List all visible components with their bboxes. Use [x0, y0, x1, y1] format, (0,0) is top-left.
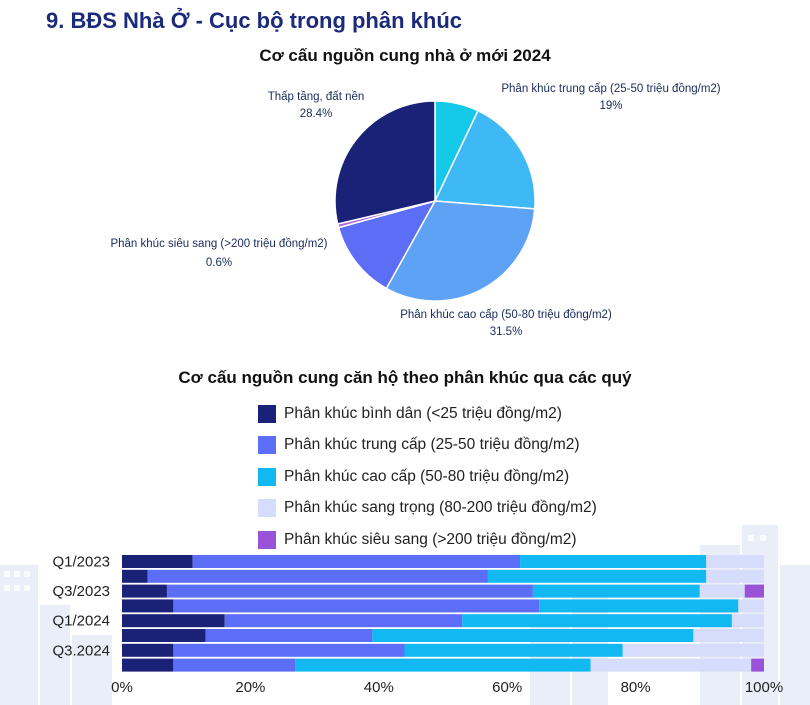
bar-segment-row3-cao_cap: [539, 599, 739, 613]
bar-segment-row5-cao_cap: [372, 629, 694, 642]
pie-labels: Thấp tầng, đất nền 28.4% Phân khúc trung…: [110, 83, 720, 338]
bar-segment-row5-trung_cap: [205, 629, 373, 642]
legend-item-binh-dan: Phân khúc bình dân (<25 triệu đồng/m2): [258, 398, 597, 430]
bar-segment-row1-trung_cap: [147, 569, 488, 583]
bar-segment-row1-sang_trong: [706, 569, 764, 583]
bar-segment-row0-binh_dan: [122, 555, 193, 568]
bar-segment-row0-sang_trong: [706, 555, 764, 568]
bar-segment-row4-binh_dan: [122, 614, 225, 628]
pie-label-sieu-sang: Phân khúc siêu sang (>200 triệu đồng/m2): [110, 238, 327, 250]
bar-segment-row3-binh_dan: [122, 599, 174, 613]
x-tick-label-0: 0%: [111, 679, 133, 696]
bar-segment-row6-binh_dan: [122, 643, 174, 657]
pie-slice-3: [337, 199, 437, 290]
bar-segment-row2-sang_trong: [699, 584, 745, 598]
bar-chart-legend: Phân khúc bình dân (<25 triệu đồng/m2) P…: [258, 398, 597, 556]
legend-label-sieu-sang: Phân khúc siêu sang (>200 triệu đồng/m2): [284, 530, 577, 548]
pie-label-trung-cap: Phân khúc trung cấp (25-50 triệu đồng/m2…: [501, 83, 720, 95]
bar-segment-row1-cao_cap: [487, 569, 707, 583]
pie-slice-1: [433, 109, 536, 210]
legend-item-sang-trong: Phân khúc sang trọng (80-200 triệu đồng/…: [258, 493, 597, 525]
x-tick-label-5: 100%: [745, 679, 783, 696]
legend-swatch-trung-cap: [258, 436, 276, 455]
bar-segment-row7-binh_dan: [122, 658, 174, 672]
page-title: 9. BĐS Nhà Ở - Cục bộ trong phân khúc: [46, 8, 463, 33]
category-label-0: Q1/2023: [52, 554, 110, 571]
category-label-4: Q1/2024: [52, 613, 110, 630]
bar-segment-row3-sang_trong: [738, 599, 764, 613]
bar-segment-row0-trung_cap: [192, 555, 521, 568]
bar-segment-row4-sang_trong: [731, 614, 764, 628]
x-axis-ticks: 0% 20% 40% 60% 80% 100%: [111, 679, 783, 696]
pie-chart: Thấp tầng, đất nền 28.4% Phân khúc trung…: [110, 83, 720, 338]
legend-label-cao-cap: Phân khúc cao cấp (50-80 triệu đồng/m2): [284, 467, 570, 485]
bar-segment-row2-sieu_sang: [744, 584, 764, 598]
legend-label-sang-trong: Phân khúc sang trọng (80-200 triệu đồng/…: [284, 499, 597, 517]
legend-swatch-binh-dan: [258, 404, 276, 423]
bar-segment-row1-binh_dan: [122, 569, 148, 583]
pie-label-cao-cap: Phân khúc cao cấp (50-80 triệu đồng/m2): [400, 309, 612, 321]
bar-segment-row6-cao_cap: [404, 643, 623, 657]
pie-pct-thap-tang: 28.4%: [300, 108, 333, 120]
legend-label-binh-dan: Phân khúc bình dân (<25 triệu đồng/m2): [284, 404, 562, 422]
pie-pct-sieu-sang: 0.6%: [206, 257, 232, 269]
legend-swatch-sieu-sang: [258, 530, 276, 549]
bar-segment-row6-sang_trong: [622, 643, 764, 657]
bar-segment-row2-binh_dan: [122, 584, 167, 598]
pie-pct-trung-cap: 19%: [599, 100, 622, 112]
bar-segment-row7-sieu_sang: [751, 658, 764, 672]
bar-segment-row7-sang_trong: [590, 658, 752, 672]
legend-swatch-cao-cap: [258, 467, 276, 486]
bar-segment-row2-cao_cap: [532, 584, 700, 598]
bar-segment-row5-binh_dan: [122, 629, 206, 642]
bar-segment-row6-trung_cap: [173, 643, 405, 657]
stacked-bar-chart: Q1/2023 Q3/2023 Q1/2024 Q3.2024 0% 20% 40% 60%…: [52, 554, 783, 697]
pie-slices: [334, 100, 536, 302]
bar-rows: [122, 555, 764, 672]
pie-slice-2: [385, 200, 536, 302]
x-tick-label-1: 20%: [235, 679, 265, 696]
bar-segment-row2-trung_cap: [166, 584, 533, 598]
legend-item-trung-cap: Phân khúc trung cấp (25-50 triệu đồng/m2…: [258, 430, 597, 462]
pie-label-thap-tang: Thấp tầng, đất nền: [268, 91, 365, 103]
pie-pct-cao-cap: 31.5%: [490, 326, 523, 338]
category-labels: Q1/2023 Q3/2023 Q1/2024 Q3.2024: [52, 554, 110, 660]
category-label-2: Q3/2023: [52, 583, 110, 600]
bar-segment-row5-sang_trong: [693, 629, 764, 642]
bar-segment-row7-cao_cap: [295, 658, 591, 672]
bar-segment-row3-trung_cap: [173, 599, 540, 613]
x-tick-label-2: 40%: [364, 679, 394, 696]
pie-chart-title: Cơ cấu nguồn cung nhà ở mới 2024: [259, 46, 551, 65]
bar-segment-row7-trung_cap: [173, 658, 296, 672]
legend-swatch-sang-trong: [258, 499, 276, 518]
category-label-6: Q3.2024: [52, 642, 110, 659]
legend-item-sieu-sang: Phân khúc siêu sang (>200 triệu đồng/m2): [258, 524, 597, 556]
bar-segment-row4-trung_cap: [224, 614, 463, 628]
legend-item-cao-cap: Phân khúc cao cấp (50-80 triệu đồng/m2): [258, 461, 597, 493]
legend-label-trung-cap: Phân khúc trung cấp (25-50 triệu đồng/m2…: [284, 436, 580, 454]
bar-chart-title: Cơ cấu nguồn cung căn hộ theo phân khúc …: [178, 368, 632, 387]
bar-segment-row4-cao_cap: [462, 614, 732, 628]
x-tick-label-3: 60%: [492, 679, 522, 696]
bar-segment-row0-cao_cap: [520, 555, 707, 568]
x-tick-label-4: 80%: [621, 679, 651, 696]
pie-slice-5: [334, 100, 436, 225]
